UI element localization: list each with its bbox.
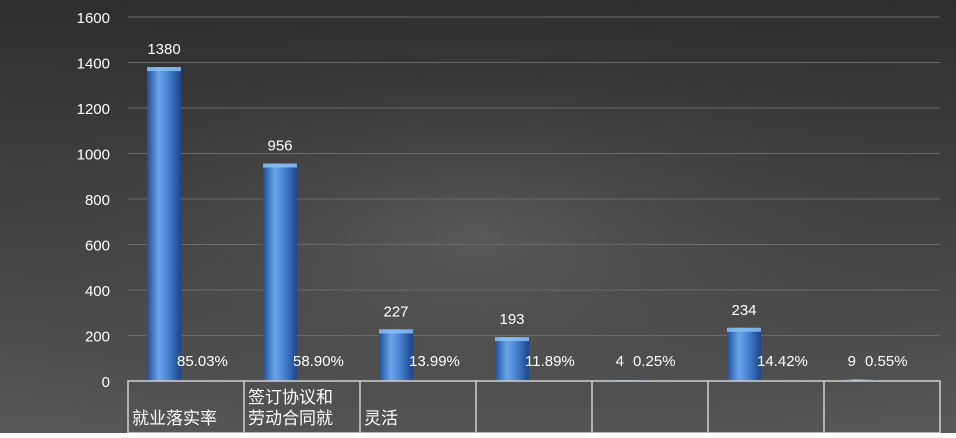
bar xyxy=(495,337,529,381)
percent-label: 0.25% xyxy=(633,353,676,370)
data-labels: 1380 85.03% 956 58.90% 227 13.99% 193 11.89% 4 0.… xyxy=(147,41,907,370)
value-label: 4 xyxy=(616,353,624,370)
y-tick-label: 400 xyxy=(85,283,110,300)
value-label: 956 xyxy=(267,138,292,155)
percent-label: 13.99% xyxy=(409,353,460,370)
value-label: 227 xyxy=(383,303,408,320)
value-label: 1380 xyxy=(147,41,180,58)
percent-label: 58.90% xyxy=(293,353,344,370)
bar-top-highlight xyxy=(495,337,529,342)
y-tick-label: 1200 xyxy=(77,101,110,118)
y-tick-label: 800 xyxy=(85,192,110,209)
y-tick-label: 600 xyxy=(85,238,110,255)
category-label: 劳动合同就 xyxy=(248,409,333,429)
bar xyxy=(379,329,413,381)
y-tick-label: 1600 xyxy=(77,10,110,27)
bar-top-highlight xyxy=(727,327,761,332)
y-axis-labels: 0 200 400 600 800 1000 1200 1400 1600 xyxy=(77,10,110,391)
y-tick-label: 1000 xyxy=(77,147,110,164)
y-tick-label: 200 xyxy=(85,329,110,346)
bar-top-highlight xyxy=(379,329,413,334)
bar xyxy=(147,67,181,382)
category-label: 签订协议和 xyxy=(248,388,333,408)
bar-top-highlight xyxy=(263,163,297,168)
bar xyxy=(263,163,297,381)
category-label: 就业落实率 xyxy=(132,409,217,429)
percent-label: 0.55% xyxy=(865,353,908,370)
value-label: 193 xyxy=(499,311,524,328)
value-label: 9 xyxy=(848,353,856,370)
category-label: 灵活 xyxy=(364,409,398,429)
value-label: 234 xyxy=(731,302,756,319)
bar-top-highlight xyxy=(147,67,181,72)
percent-label: 85.03% xyxy=(177,353,228,370)
bars xyxy=(147,67,877,382)
y-tick-label: 1400 xyxy=(77,56,110,73)
percent-label: 11.89% xyxy=(525,353,575,370)
y-tick-label: 0 xyxy=(102,374,110,391)
percent-label: 14.42% xyxy=(757,353,808,370)
bar xyxy=(727,327,761,381)
bar xyxy=(843,378,877,381)
